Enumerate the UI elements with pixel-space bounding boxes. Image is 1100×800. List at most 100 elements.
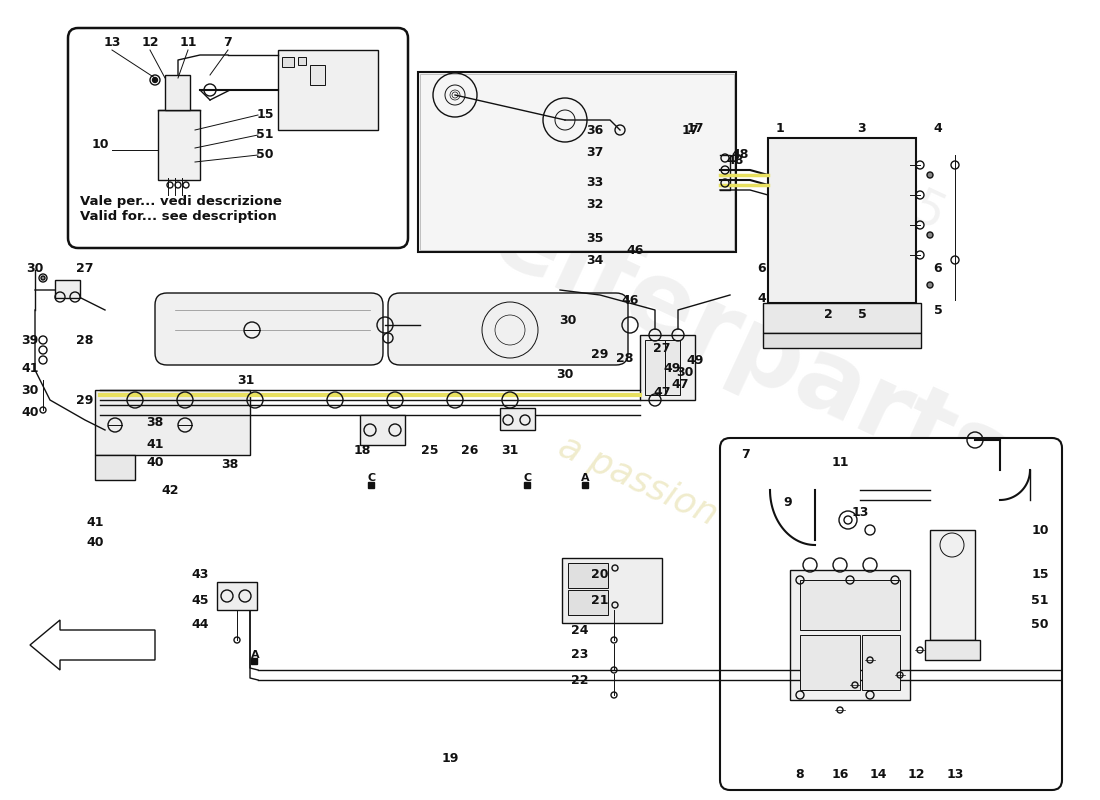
Text: 13: 13 [103,37,121,50]
Text: 51: 51 [1032,594,1048,606]
Text: 27: 27 [653,342,671,354]
Text: 14: 14 [869,769,887,782]
Text: 30: 30 [21,383,38,397]
Text: 6: 6 [934,262,943,274]
Text: 33: 33 [586,175,604,189]
Text: C: C [524,473,532,483]
Text: 13: 13 [946,769,964,782]
Text: 26: 26 [461,443,478,457]
Text: 28: 28 [616,351,634,365]
Text: 48: 48 [726,154,744,166]
Text: 40: 40 [146,455,164,469]
Bar [562,558,662,623]
Text: 11: 11 [179,37,197,50]
Text: 8: 8 [795,769,804,782]
Bar [800,635,860,690]
Text: 12: 12 [141,37,158,50]
Text: 5: 5 [858,309,867,322]
Text: 4: 4 [758,291,767,305]
Text: 36: 36 [586,123,604,137]
Circle shape [927,232,933,238]
Bar [568,563,608,588]
Text: 30: 30 [676,366,694,378]
Bar [310,65,324,85]
Text: C: C [367,473,376,483]
Text: 17: 17 [681,123,698,137]
Text: Vale per... vedi descrizione: Vale per... vedi descrizione [80,195,282,208]
FancyBboxPatch shape [155,293,383,365]
Bar [217,582,257,610]
Text: 23: 23 [571,649,588,662]
Bar [282,57,294,67]
Bar [763,303,921,333]
Text: 2: 2 [824,309,833,322]
Text: 41: 41 [21,362,38,374]
Text: 30: 30 [557,369,574,382]
Text: 12: 12 [908,769,925,782]
Bar [645,340,665,395]
Bar [568,590,608,615]
Bar [418,72,736,252]
Text: 7: 7 [740,449,749,462]
Bar [368,482,374,488]
Text: 19: 19 [441,751,459,765]
Bar [862,635,900,690]
Circle shape [153,78,157,82]
Text: 49: 49 [686,354,704,366]
Bar [55,280,80,298]
Text: 30: 30 [26,262,44,274]
Text: 39: 39 [21,334,38,346]
Bar [95,455,135,480]
Text: 45: 45 [191,594,209,606]
Text: 24: 24 [571,623,588,637]
Text: 6: 6 [758,262,767,274]
Bar [524,482,530,488]
Text: 3: 3 [858,122,867,134]
Text: 51: 51 [256,129,274,142]
Bar [800,580,900,630]
FancyBboxPatch shape [68,28,408,248]
Text: 21: 21 [592,594,608,606]
Text: a passion for...: a passion for... [553,429,806,571]
Text: 27: 27 [76,262,94,274]
Text: 50: 50 [1032,618,1048,631]
Text: 38: 38 [221,458,239,471]
Text: 25: 25 [421,443,439,457]
Text: 30: 30 [559,314,576,326]
Text: 38: 38 [146,415,164,429]
Text: 22: 22 [571,674,588,686]
Text: 13: 13 [851,506,869,518]
Text: 41: 41 [146,438,164,450]
Bar [278,50,378,130]
Text: 42: 42 [162,483,178,497]
Text: 17: 17 [686,122,704,134]
Bar [165,75,190,110]
Text: 18: 18 [353,443,371,457]
Text: 47: 47 [653,386,671,398]
Text: 085: 085 [847,158,954,242]
Text: 7: 7 [223,37,232,50]
Bar [666,340,680,395]
Bar [95,390,250,455]
Text: Valid for... see description: Valid for... see description [80,210,277,223]
Text: 41: 41 [86,515,103,529]
Bar [768,138,916,303]
Text: 31: 31 [238,374,255,386]
Bar [582,482,588,488]
Bar [298,57,306,65]
Bar [790,570,910,700]
Text: 9: 9 [783,495,792,509]
Bar [930,530,975,640]
Text: 35: 35 [586,231,604,245]
Text: 50: 50 [256,149,274,162]
Text: 1: 1 [776,122,784,134]
Text: A: A [251,650,260,660]
Bar [158,110,200,180]
Text: 34: 34 [586,254,604,266]
Circle shape [41,276,45,280]
Text: 16: 16 [832,769,849,782]
Text: 15: 15 [1032,569,1048,582]
FancyBboxPatch shape [720,438,1062,790]
Text: elferparts: elferparts [476,188,1024,512]
Text: 46: 46 [621,294,639,306]
